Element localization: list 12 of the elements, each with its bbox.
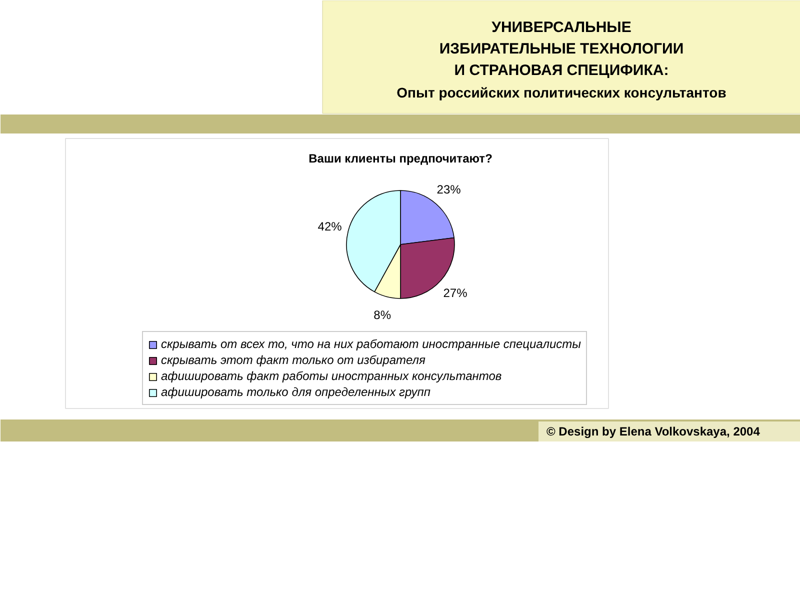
legend-label: афишировать факт работы иностранных консультантов [161, 369, 502, 383]
text: УНИВЕРСАЛЬНЫЕ ИЗБИРАТЕЛЬНЫЕ ТЕХНОЛОГИИ И СТРАНОВАЯ СПЕЦИФИКА: [439, 19, 684, 79]
legend-label: скрывать этот факт только от избирателя [161, 353, 426, 367]
chart-title: Ваши клиенты предпочитают? [308, 152, 492, 166]
data-label: 8% [374, 308, 392, 322]
text: Опыт российских политических консультантов [396, 84, 727, 100]
data-label: 42% [318, 219, 342, 234]
legend-label: афишировать только для определенных групп [161, 385, 430, 399]
text: © Design by Elena Volkovskaya, 2004 [546, 424, 760, 438]
data-label: 23% [436, 182, 462, 197]
legend-label: скрывать от всех то, что на них работают иностранные специалисты [161, 337, 581, 351]
data-label: 27% [443, 286, 468, 300]
